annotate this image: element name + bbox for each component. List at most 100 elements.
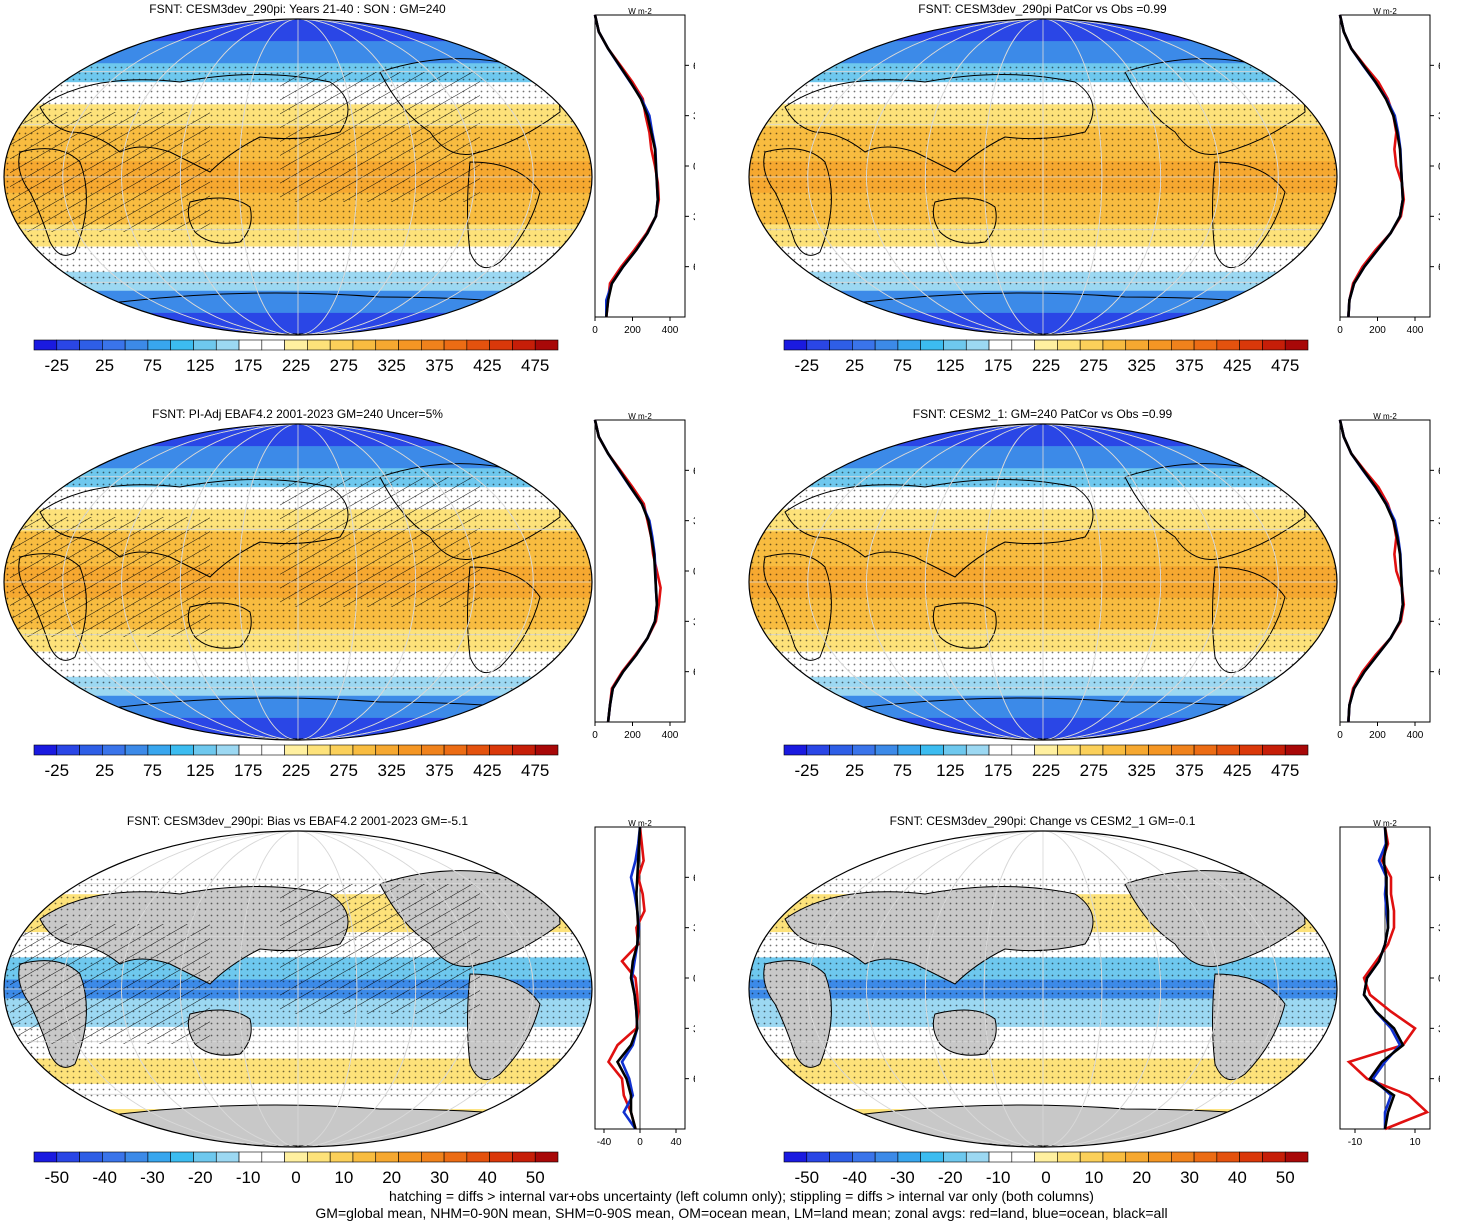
colorbar-box xyxy=(352,744,377,756)
gridline xyxy=(238,19,358,335)
colorbar-label: 175 xyxy=(234,356,262,375)
colorbar-label: 225 xyxy=(282,356,310,375)
map-band xyxy=(749,19,1337,43)
colorbar-box xyxy=(102,1151,126,1163)
lat-tick-label: 60N xyxy=(1438,872,1440,884)
map-band xyxy=(749,695,1337,719)
colorbar-box xyxy=(1262,339,1286,351)
colorbar-box xyxy=(215,744,240,756)
colorbar-box xyxy=(124,1151,149,1163)
colorbar-label: 10 xyxy=(334,1168,353,1187)
colorbar-box xyxy=(783,1151,808,1163)
lat-tick-label: 60S xyxy=(1438,667,1440,679)
colorbar-label: 0 xyxy=(291,1168,300,1187)
hatching xyxy=(280,884,480,1014)
colorbar-label: 20 xyxy=(1132,1168,1151,1187)
zonal-all-line xyxy=(593,419,659,723)
colorbar-box xyxy=(33,1151,58,1163)
x-tick-label: 400 xyxy=(662,730,679,741)
colorbar-label: -25 xyxy=(794,356,819,375)
gridline xyxy=(62,19,534,335)
colorbar-label: -50 xyxy=(44,1168,69,1187)
colorbar-label: 475 xyxy=(1271,761,1299,780)
colorbar-box xyxy=(512,744,536,756)
colorbar-label: 375 xyxy=(425,356,453,375)
colorbar-label: 225 xyxy=(282,761,310,780)
colorbar-label: 375 xyxy=(425,761,453,780)
colorbar-label: 75 xyxy=(893,356,912,375)
colorbar-box xyxy=(489,744,513,756)
colorbar-label: -30 xyxy=(890,1168,915,1187)
colorbar-box xyxy=(1079,744,1104,756)
gridline xyxy=(866,424,1220,740)
colorbar-box xyxy=(56,744,80,756)
colorbar-box xyxy=(238,339,263,351)
colorbar-label: -40 xyxy=(92,1168,117,1187)
colorbar-box xyxy=(466,1151,490,1163)
x-tick-label: 400 xyxy=(1407,325,1424,336)
colorbar-box xyxy=(1171,1151,1195,1163)
colorbar-box xyxy=(783,339,808,351)
x-tick-label: 0 xyxy=(592,325,598,336)
colorbar-box xyxy=(238,744,263,756)
colorbar-box xyxy=(33,339,58,351)
colorbar: -25 25 75 125 175 225 275 325 375 425 475 xyxy=(33,339,559,375)
lat-tick-label: 30S xyxy=(693,1023,695,1035)
panel-title: FSNT: CESM3dev_290pi: Change vs CESM2_1 … xyxy=(889,814,1196,828)
map-band xyxy=(4,695,592,719)
colorbar-box xyxy=(874,339,899,351)
colorbar-label: 175 xyxy=(984,761,1012,780)
colorbar-box xyxy=(852,1151,876,1163)
lat-tick-label: 0 xyxy=(693,566,695,578)
map-outline xyxy=(748,423,1338,741)
colorbar-box xyxy=(1216,339,1240,351)
gridline xyxy=(62,831,534,1147)
colorbar-box xyxy=(1171,744,1195,756)
colorbar-label: 75 xyxy=(893,761,912,780)
colorbar-label: 30 xyxy=(430,1168,449,1187)
lat-tick-label: 30S xyxy=(1438,1023,1440,1035)
map-band xyxy=(749,446,1337,470)
colorbar-label: 125 xyxy=(186,761,214,780)
zonal-land-line xyxy=(1346,826,1430,1131)
colorbar-box xyxy=(965,744,990,756)
colorbar-box xyxy=(307,1151,331,1163)
colorbar-label: 25 xyxy=(95,356,114,375)
map-band xyxy=(4,717,592,740)
zonal-axes-frame xyxy=(594,14,686,318)
colorbar-box xyxy=(920,1151,944,1163)
colorbar-box xyxy=(806,339,830,351)
zonal-mean-plot: W m-2 60N 30N 0 30S 60S 0 200 400 xyxy=(1337,412,1440,741)
map-plot xyxy=(3,830,593,1148)
lat-tick-label: 30S xyxy=(693,211,695,223)
colorbar: -50 -40 -30 -20 -10 0 10 20 30 40 50 xyxy=(783,1151,1309,1187)
map-band xyxy=(4,290,592,314)
panel-title: FSNT: PI-Adj EBAF4.2 2001-2023 GM=240 Un… xyxy=(152,407,443,421)
colorbar-box xyxy=(193,1151,217,1163)
colorbar-box xyxy=(261,1151,285,1163)
zonal-ocean-line xyxy=(593,14,660,317)
colorbar-label: 50 xyxy=(526,1168,545,1187)
colorbar-box xyxy=(534,1151,559,1163)
colorbar-box xyxy=(1148,339,1172,351)
x-tick-label: 10 xyxy=(1409,1137,1421,1148)
colorbar-box xyxy=(920,339,944,351)
colorbar-label: -20 xyxy=(188,1168,213,1187)
zonal-mean-plot: W m-2 60N 30N 0 30S 60S -40 0 40 xyxy=(594,819,695,1148)
colorbar-box xyxy=(829,744,853,756)
map-band xyxy=(4,312,592,335)
colorbar-box xyxy=(124,744,149,756)
zonal-units-label: W m-2 xyxy=(1373,412,1397,421)
colorbar-box xyxy=(852,339,876,351)
colorbar-box xyxy=(102,744,126,756)
panel-title: FSNT: CESM3dev_290pi PatCor vs Obs =0.99 xyxy=(918,2,1167,16)
x-tick-label: 200 xyxy=(624,325,641,336)
colorbar-label: 425 xyxy=(473,356,501,375)
gridline xyxy=(62,424,534,740)
colorbar-label: -25 xyxy=(794,761,819,780)
zonal-land-line xyxy=(606,826,646,1130)
map-band xyxy=(4,424,592,448)
zonal-mean-plot: W m-2 60N 30N 0 30S 60S 0 200 400 xyxy=(592,7,695,336)
map-outline xyxy=(748,18,1338,336)
colorbar-box xyxy=(170,339,194,351)
